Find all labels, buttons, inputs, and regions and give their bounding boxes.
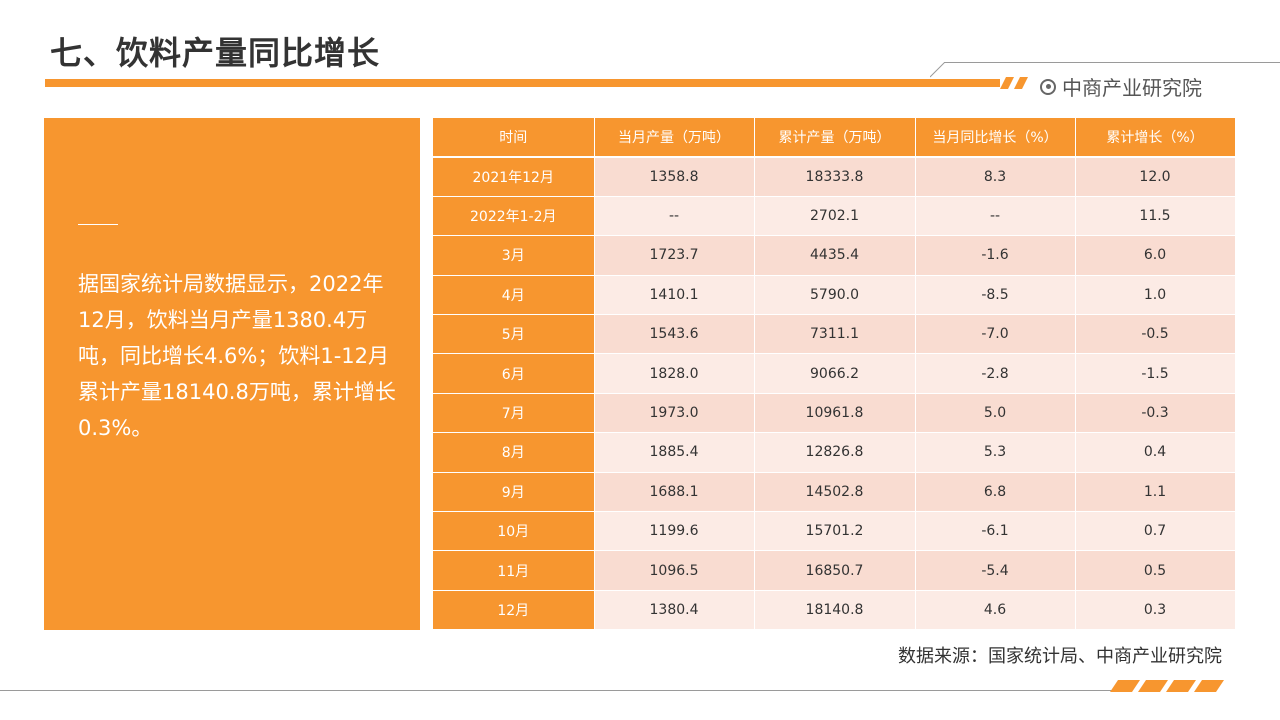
data-source: 数据来源：国家统计局、中商产业研究院 bbox=[898, 646, 1222, 667]
cell-monthly-yoy: -5.4 bbox=[915, 550, 1076, 591]
cell-monthly-yoy: -7.0 bbox=[915, 314, 1076, 355]
table-row: 11月 1096.5 16850.7 -5.4 0.5 bbox=[433, 550, 1236, 591]
table-row: 9月 1688.1 14502.8 6.8 1.1 bbox=[433, 472, 1236, 513]
title-stripes-decoration bbox=[1000, 77, 1028, 89]
cell-monthly-output: 1973.0 bbox=[594, 393, 755, 434]
cell-cumulative-output: 14502.8 bbox=[754, 472, 916, 513]
summary-text: 据国家统计局数据显示，2022年12月，饮料当月产量1380.4万吨，同比增长4… bbox=[78, 272, 396, 440]
title-divider-line bbox=[944, 62, 1280, 63]
cell-time: 7月 bbox=[433, 393, 595, 434]
cell-cumulative-output: 7311.1 bbox=[754, 314, 916, 355]
cell-time: 2022年1-2月 bbox=[433, 196, 595, 237]
cell-cumulative-output: 16850.7 bbox=[754, 550, 916, 591]
cell-cumulative-growth: -1.5 bbox=[1075, 353, 1236, 394]
cell-cumulative-growth: 0.3 bbox=[1075, 590, 1236, 631]
cell-cumulative-output: 18333.8 bbox=[754, 157, 916, 197]
cell-cumulative-growth: -0.3 bbox=[1075, 393, 1236, 434]
table-row: 5月 1543.6 7311.1 -7.0 -0.5 bbox=[433, 314, 1236, 355]
cell-monthly-output: -- bbox=[594, 196, 755, 237]
header-time: 时间 bbox=[433, 118, 595, 158]
cell-cumulative-output: 15701.2 bbox=[754, 511, 916, 552]
cell-time: 3月 bbox=[433, 235, 595, 276]
cell-monthly-output: 1885.4 bbox=[594, 432, 755, 473]
cell-cumulative-output: 4435.4 bbox=[754, 235, 916, 276]
production-table: 时间 当月产量（万吨） 累计产量（万吨） 当月同比增长（%） 累计增长（%） 2… bbox=[433, 118, 1236, 631]
header-monthly-output: 当月产量（万吨） bbox=[594, 118, 755, 158]
cell-monthly-output: 1688.1 bbox=[594, 472, 755, 513]
cell-monthly-yoy: -2.8 bbox=[915, 353, 1076, 394]
cell-cumulative-growth: 1.0 bbox=[1075, 275, 1236, 316]
brand-logo-icon bbox=[1040, 78, 1056, 95]
cell-cumulative-output: 9066.2 bbox=[754, 353, 916, 394]
brand: 中商产业研究院 bbox=[1040, 72, 1202, 101]
footer-stripes-decoration bbox=[1110, 680, 1224, 692]
cell-monthly-output: 1410.1 bbox=[594, 275, 755, 316]
cell-time: 9月 bbox=[433, 472, 595, 513]
title-accent-bar bbox=[45, 79, 1000, 87]
table-row: 6月 1828.0 9066.2 -2.8 -1.5 bbox=[433, 353, 1236, 394]
table-body: 2021年12月 1358.8 18333.8 8.3 12.0 2022年1-2月 -- 2… bbox=[433, 157, 1236, 631]
header-cumulative-growth: 累计增长（%） bbox=[1075, 118, 1236, 158]
cell-cumulative-growth: 11.5 bbox=[1075, 196, 1236, 237]
cell-monthly-yoy: -- bbox=[915, 196, 1076, 237]
cell-cumulative-growth: 6.0 bbox=[1075, 235, 1236, 276]
table-row: 8月 1885.4 12826.8 5.3 0.4 bbox=[433, 432, 1236, 473]
cell-cumulative-growth: 0.5 bbox=[1075, 550, 1236, 591]
cell-monthly-yoy: 5.3 bbox=[915, 432, 1076, 473]
cell-monthly-yoy: -6.1 bbox=[915, 511, 1076, 552]
cell-cumulative-growth: 12.0 bbox=[1075, 157, 1236, 197]
summary-panel: 据国家统计局数据显示，2022年12月，饮料当月产量1380.4万吨，同比增长4… bbox=[44, 118, 420, 630]
cell-cumulative-growth: -0.5 bbox=[1075, 314, 1236, 355]
cell-time: 5月 bbox=[433, 314, 595, 355]
cell-monthly-yoy: -1.6 bbox=[915, 235, 1076, 276]
table-row: 7月 1973.0 10961.8 5.0 -0.3 bbox=[433, 393, 1236, 434]
summary-divider bbox=[78, 224, 118, 225]
cell-cumulative-output: 18140.8 bbox=[754, 590, 916, 631]
table-row: 2022年1-2月 -- 2702.1 -- 11.5 bbox=[433, 196, 1236, 237]
table-row: 4月 1410.1 5790.0 -8.5 1.0 bbox=[433, 275, 1236, 316]
header-cumulative-output: 累计产量（万吨） bbox=[754, 118, 916, 158]
table-header-row: 时间 当月产量（万吨） 累计产量（万吨） 当月同比增长（%） 累计增长（%） bbox=[433, 118, 1236, 158]
table-row: 3月 1723.7 4435.4 -1.6 6.0 bbox=[433, 235, 1236, 276]
cell-time: 10月 bbox=[433, 511, 595, 552]
brand-name: 中商产业研究院 bbox=[1062, 76, 1202, 100]
cell-monthly-output: 1199.6 bbox=[594, 511, 755, 552]
table-row: 2021年12月 1358.8 18333.8 8.3 12.0 bbox=[433, 157, 1236, 197]
cell-monthly-output: 1723.7 bbox=[594, 235, 755, 276]
cell-time: 11月 bbox=[433, 550, 595, 591]
cell-cumulative-output: 10961.8 bbox=[754, 393, 916, 434]
cell-monthly-output: 1543.6 bbox=[594, 314, 755, 355]
cell-time: 6月 bbox=[433, 353, 595, 394]
footer-divider-line bbox=[0, 690, 1130, 691]
title-divider-slant bbox=[930, 62, 946, 78]
cell-cumulative-growth: 1.1 bbox=[1075, 472, 1236, 513]
cell-cumulative-output: 2702.1 bbox=[754, 196, 916, 237]
header-monthly-yoy: 当月同比增长（%） bbox=[915, 118, 1076, 158]
cell-monthly-yoy: 8.3 bbox=[915, 157, 1076, 197]
cell-cumulative-output: 5790.0 bbox=[754, 275, 916, 316]
cell-cumulative-output: 12826.8 bbox=[754, 432, 916, 473]
cell-time: 8月 bbox=[433, 432, 595, 473]
cell-monthly-yoy: 4.6 bbox=[915, 590, 1076, 631]
table-row: 12月 1380.4 18140.8 4.6 0.3 bbox=[433, 590, 1236, 631]
cell-time: 4月 bbox=[433, 275, 595, 316]
cell-monthly-yoy: -8.5 bbox=[915, 275, 1076, 316]
cell-monthly-output: 1828.0 bbox=[594, 353, 755, 394]
cell-monthly-output: 1358.8 bbox=[594, 157, 755, 197]
cell-monthly-output: 1380.4 bbox=[594, 590, 755, 631]
cell-time: 12月 bbox=[433, 590, 595, 631]
cell-monthly-yoy: 5.0 bbox=[915, 393, 1076, 434]
page-title: 七、饮料产量同比增长 bbox=[50, 34, 381, 72]
cell-monthly-yoy: 6.8 bbox=[915, 472, 1076, 513]
table-row: 10月 1199.6 15701.2 -6.1 0.7 bbox=[433, 511, 1236, 552]
cell-cumulative-growth: 0.7 bbox=[1075, 511, 1236, 552]
cell-time: 2021年12月 bbox=[433, 157, 595, 197]
cell-cumulative-growth: 0.4 bbox=[1075, 432, 1236, 473]
cell-monthly-output: 1096.5 bbox=[594, 550, 755, 591]
